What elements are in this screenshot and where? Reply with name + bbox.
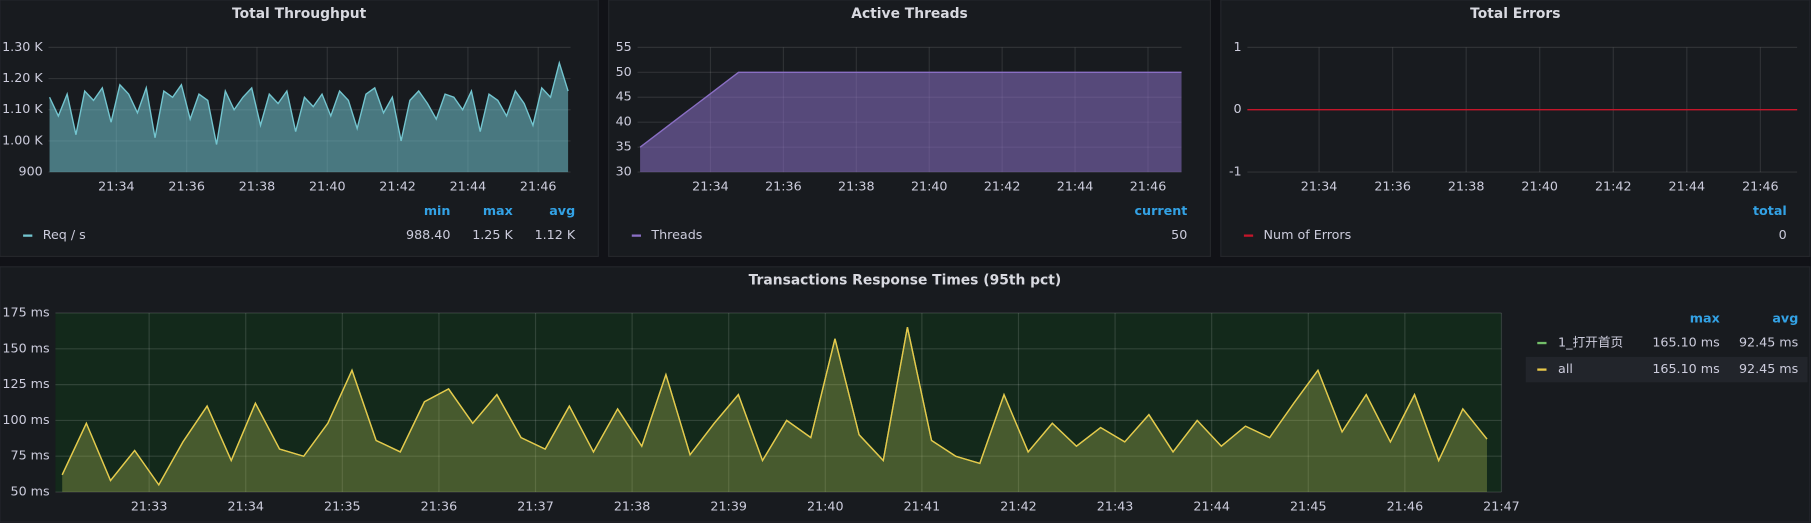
legend-label: Num of Errors [1264,227,1352,242]
x-tick-label: 21:38 [1448,179,1485,194]
x-tick-label: 21:38 [239,179,276,194]
legend-header: max [483,203,513,218]
legend-label: 1_打开首页 [1558,335,1623,350]
y-tick-label: 75 ms [11,448,50,463]
x-tick-label: 21:46 [1742,179,1779,194]
x-tick-label: 21:40 [807,499,844,514]
x-tick-label: 21:40 [309,179,346,194]
panel-title: Active Threads [851,6,968,22]
x-tick-label: 21:42 [379,179,416,194]
y-tick-label: 45 [616,89,632,104]
x-tick-label: 21:37 [517,499,554,514]
legend-value: 92.45 ms [1739,361,1798,376]
x-tick-label: 21:36 [1374,179,1411,194]
panel [1220,0,1811,257]
x-tick-label: 21:45 [1290,499,1327,514]
series-line [61,327,1488,487]
y-tick-label: 150 ms [2,340,49,355]
x-tick-label: 21:34 [227,499,264,514]
x-tick-label: 21:34 [98,179,135,194]
x-tick-label: 21:44 [1669,179,1706,194]
y-tick-label: 1.10 K [2,101,43,116]
x-tick-label: 21:46 [1387,499,1424,514]
y-tick-label: 0 [1234,101,1242,116]
x-tick-label: 21:40 [911,179,948,194]
series-line [639,71,1182,148]
y-tick-label: 125 ms [2,376,49,391]
legend-value: 0 [1779,227,1787,242]
area-fill [49,62,569,173]
legend-value: 988.40 [406,227,450,242]
legend-value: 1.25 K [472,227,513,242]
legend-label: all [1558,361,1573,376]
legend-header: avg [1772,310,1798,325]
panel-title: Total Throughput [232,6,367,22]
x-tick-label: 21:40 [1521,179,1558,194]
x-tick-label: 21:34 [1301,179,1338,194]
legend-value: 165.10 ms [1652,361,1719,376]
x-tick-label: 21:35 [324,499,361,514]
legend-header: min [424,203,451,218]
y-tick-label: 1.00 K [2,132,43,147]
x-tick-label: 21:39 [710,499,747,514]
y-tick-label: 175 ms [2,305,49,320]
x-tick-label: 21:46 [520,179,557,194]
legend-header: max [1690,310,1720,325]
y-tick-label: 55 [616,39,632,54]
x-tick-label: 21:42 [984,179,1021,194]
area-fill [640,72,1182,173]
legend-header: avg [549,203,575,218]
legend-label: Threads [650,227,702,242]
legend-header: current [1135,203,1188,218]
x-tick-label: 21:34 [692,179,729,194]
y-tick-label: 30 [616,164,632,179]
y-tick-label: 100 ms [2,412,49,427]
y-tick-label: 1.30 K [2,39,43,54]
y-tick-label: 1 [1234,39,1242,54]
x-tick-label: 21:44 [450,179,487,194]
legend-value: 50 [1171,227,1187,242]
y-tick-label: 35 [616,139,632,154]
x-tick-label: 21:38 [838,179,875,194]
x-tick-label: 21:44 [1057,179,1094,194]
x-tick-label: 21:36 [421,499,458,514]
y-tick-label: 1.20 K [2,70,43,85]
x-tick-label: 21:33 [131,499,168,514]
y-tick-label: -1 [1229,164,1242,179]
y-tick-label: 900 [19,164,43,179]
x-tick-label: 21:43 [1097,499,1134,514]
x-tick-label: 21:41 [904,499,941,514]
panel-title: Transactions Response Times (95th pct) [749,273,1062,289]
x-tick-label: 21:36 [765,179,802,194]
x-tick-label: 21:38 [614,499,651,514]
x-tick-label: 21:47 [1483,499,1520,514]
legend-label: Req / s [43,227,86,242]
y-tick-label: 50 ms [11,484,50,499]
plot-background [55,313,1502,493]
x-tick-label: 21:36 [168,179,205,194]
panel-title: Total Errors [1470,6,1560,22]
x-tick-label: 21:42 [1000,499,1037,514]
area-fill [62,327,1487,493]
legend-value: 165.10 ms [1652,335,1719,350]
area-fill [62,327,1487,493]
legend-value: 92.45 ms [1739,335,1798,350]
legend-header: total [1753,203,1787,218]
x-tick-label: 21:44 [1193,499,1230,514]
legend-row-highlight [1525,356,1808,383]
x-tick-label: 21:46 [1130,179,1167,194]
y-tick-label: 40 [616,114,632,129]
x-tick-label: 21:42 [1595,179,1632,194]
legend-value: 1.12 K [535,227,576,242]
y-tick-label: 50 [616,64,632,79]
series-line [48,60,569,145]
